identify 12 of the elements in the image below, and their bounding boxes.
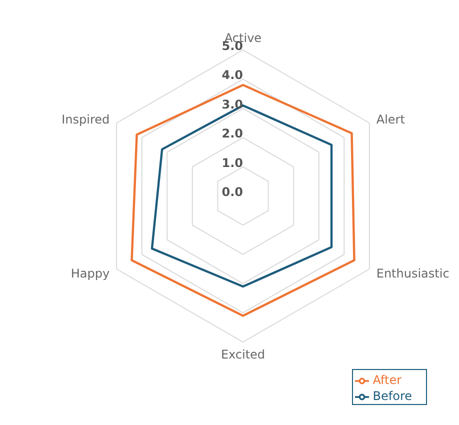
y-tick-label: 1.0	[222, 156, 243, 170]
y-tick-label: 2.0	[222, 126, 243, 141]
y-tick-label: 4.0	[222, 68, 243, 82]
legend-label: Before	[372, 389, 412, 403]
spoke-label: Happy	[70, 266, 110, 280]
legend-label: After	[372, 373, 402, 387]
spoke-label: Inspired	[62, 112, 110, 126]
spoke-label: Alert	[376, 112, 406, 126]
spoke-label: Enthusiastic	[376, 266, 450, 280]
spoke-label: Excited	[220, 348, 266, 362]
y-tick-label: 0.0	[222, 185, 243, 199]
y-tick-label: 3.0	[222, 97, 243, 112]
